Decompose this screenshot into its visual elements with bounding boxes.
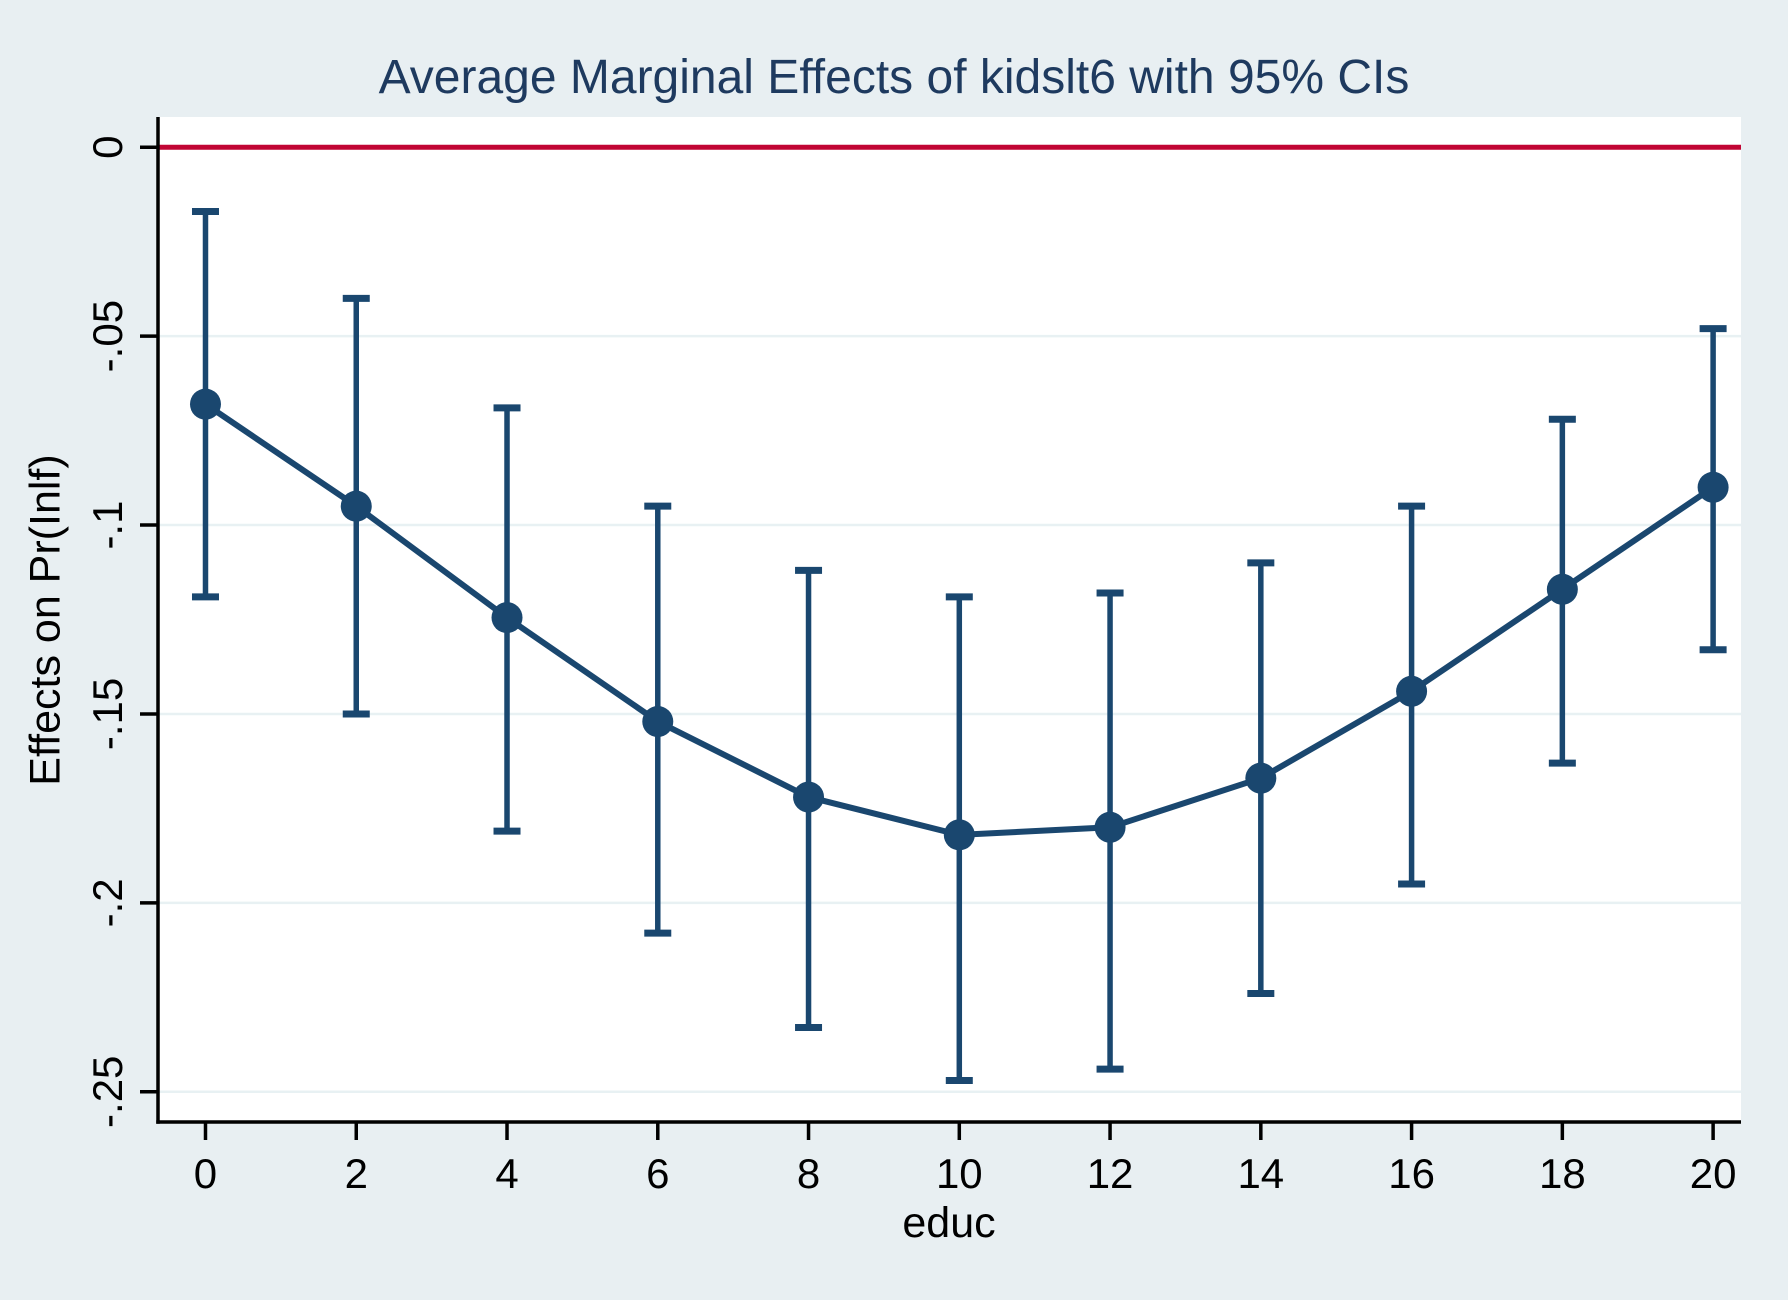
x-tick-label: 8	[797, 1150, 820, 1197]
x-axis-title: educ	[902, 1199, 996, 1247]
data-point-marker	[1396, 675, 1428, 707]
y-tick-label: 0	[84, 136, 131, 159]
plot-area	[158, 117, 1741, 1122]
data-point-marker	[1697, 471, 1729, 503]
x-tick-label: 10	[936, 1150, 983, 1197]
x-tick-label: 2	[345, 1150, 368, 1197]
x-tick-label: 6	[646, 1150, 669, 1197]
y-tick-label: -.25	[84, 1056, 131, 1128]
data-point-marker	[340, 490, 372, 522]
y-tick-label: -.2	[84, 878, 131, 927]
x-tick-label: 20	[1690, 1150, 1737, 1197]
x-tick-label: 14	[1237, 1150, 1284, 1197]
data-point-marker	[1094, 811, 1126, 843]
y-tick-label: -.15	[84, 678, 131, 750]
data-point-marker	[793, 781, 825, 813]
x-tick-label: 4	[495, 1150, 518, 1197]
data-point-marker	[642, 706, 674, 738]
data-point-marker	[943, 819, 975, 851]
y-tick-label: -.1	[84, 501, 131, 550]
x-tick-label: 16	[1388, 1150, 1435, 1197]
chart-title: Average Marginal Effects of kidslt6 with…	[378, 51, 1410, 104]
x-tick-label: 18	[1539, 1150, 1586, 1197]
data-point-marker	[1546, 573, 1578, 605]
x-tick-label: 0	[194, 1150, 217, 1197]
data-point-marker	[491, 602, 523, 634]
data-point-marker	[1245, 762, 1277, 794]
x-tick-label: 12	[1087, 1150, 1134, 1197]
y-tick-label: -.05	[84, 300, 131, 372]
data-point-marker	[189, 388, 221, 420]
